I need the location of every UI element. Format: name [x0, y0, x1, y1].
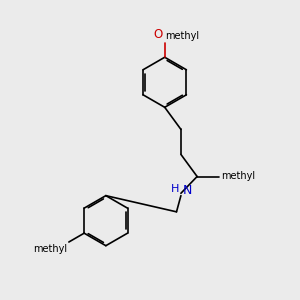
Text: methyl: methyl [165, 31, 199, 41]
Text: H: H [171, 184, 179, 194]
Text: N: N [182, 184, 192, 197]
Text: O: O [153, 28, 162, 41]
Text: methyl: methyl [33, 244, 68, 254]
Text: methyl: methyl [221, 171, 256, 181]
